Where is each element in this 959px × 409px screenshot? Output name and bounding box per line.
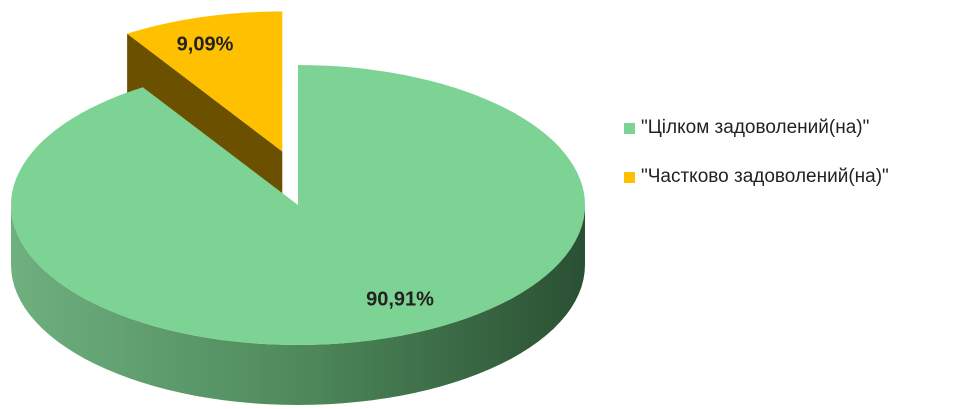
slice-side — [11, 205, 585, 405]
legend-swatch — [624, 123, 635, 134]
legend-label: "Частково задоволений(на)" — [641, 166, 889, 187]
value-label: 90,91% — [366, 288, 434, 310]
legend: "Цілком задоволений(на)" "Частково задово… — [624, 114, 946, 212]
legend-item: "Частково задоволений(на)" — [624, 163, 946, 190]
pie-slice — [127, 11, 283, 152]
legend-item: "Цілком задоволений(на)" — [624, 114, 946, 141]
legend-label: "Цілком задоволений(на)" — [641, 117, 870, 138]
value-label: 9,09% — [177, 33, 234, 55]
pie-slice — [11, 65, 585, 345]
legend-swatch — [624, 172, 635, 183]
